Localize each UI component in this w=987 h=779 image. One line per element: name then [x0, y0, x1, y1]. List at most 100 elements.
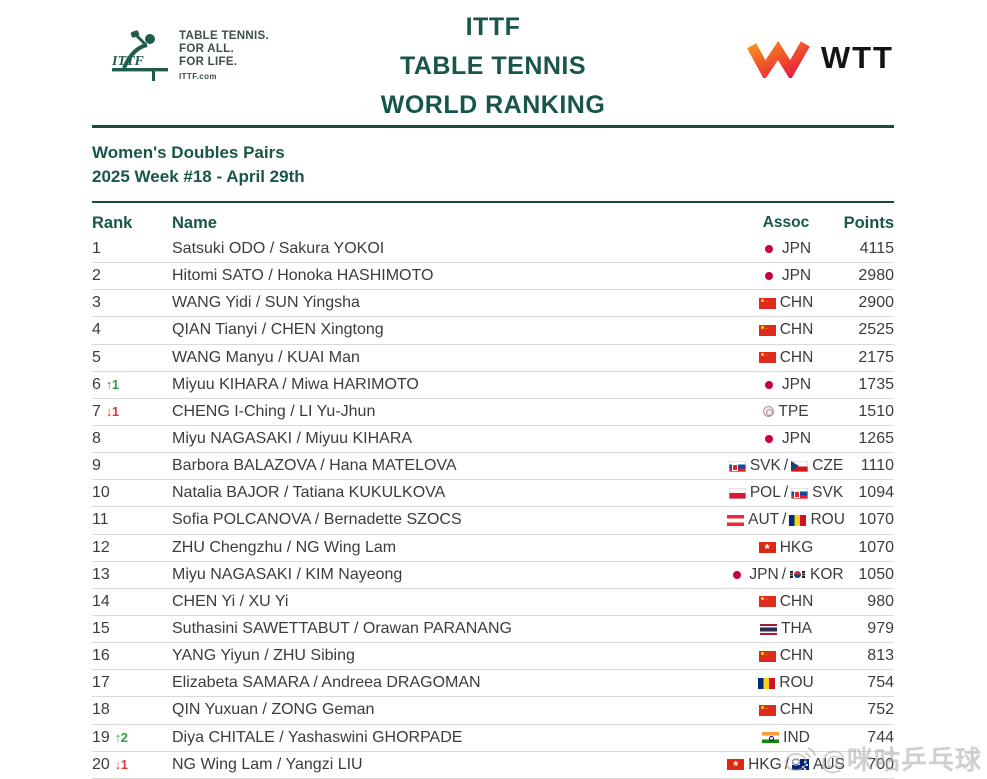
- rank-number: 19: [92, 728, 110, 746]
- rank-cell: 9: [92, 457, 172, 475]
- points-value: 1050: [858, 565, 894, 583]
- table-row: 17 Elizabeta SAMARA / Andreea DRAGOMAN ROU…: [92, 670, 894, 698]
- rank-number: 16: [92, 647, 110, 665]
- chn-flag-icon: [758, 596, 776, 608]
- rank-number: 8: [92, 430, 101, 448]
- aut-flag-icon: [727, 514, 745, 526]
- hkg-flag-icon: [727, 759, 745, 773]
- player-pair-names: Barbora BALAZOVA / Hana MATELOVA: [172, 457, 457, 475]
- assoc-code: KOR: [810, 565, 844, 583]
- assoc-cell: CHN: [736, 593, 836, 611]
- points-value: 752: [867, 701, 894, 719]
- assoc-code: CHN: [779, 592, 814, 610]
- points-value: 2900: [858, 294, 894, 312]
- header-points: Points: [843, 213, 894, 232]
- rank-number: 10: [92, 484, 110, 502]
- rou-flag-icon: [789, 514, 807, 526]
- ittf-logo: ITTF TABLE TENNIS. FOR ALL. FOR LIFE. IT…: [110, 30, 269, 82]
- cze-flag-icon: [791, 460, 809, 472]
- assoc-cell: POL / SVK: [728, 484, 843, 502]
- assoc-code: JPN: [781, 240, 812, 258]
- rank-cell: 3: [92, 294, 172, 312]
- assoc-code: HKG: [779, 538, 814, 556]
- rank-cell: 12: [92, 539, 172, 557]
- rank-cell: 18: [92, 701, 172, 719]
- jpn-flag-icon: [760, 433, 778, 445]
- ittf-player-icon: ITTF: [111, 30, 168, 81]
- assoc-cell: JPN: [736, 267, 836, 285]
- jpn-flag-icon: [728, 569, 746, 581]
- assoc-separator: /: [784, 755, 790, 773]
- rank-change-up-indicator: ↑1: [105, 377, 119, 393]
- points-value: 744: [867, 728, 894, 746]
- rank-number: 4: [92, 321, 101, 339]
- table-row: 4 QIAN Tianyi / CHEN Xingtong CHN 2525: [92, 317, 894, 345]
- assoc-code: JPN: [781, 267, 812, 285]
- svk-flag-icon: [728, 460, 746, 472]
- ittf-site-label: ITTF.com: [179, 72, 217, 81]
- wtt-wordmark: WTT: [820, 40, 894, 75]
- rank-cell: 6 ↑1: [92, 376, 172, 394]
- points-value: 1070: [858, 538, 894, 556]
- table-row: 3 WANG Yidi / SUN Yingsha CHN 2900: [92, 290, 894, 318]
- assoc-code: JPN: [781, 430, 812, 448]
- points-value: 1265: [858, 430, 894, 448]
- points-value: 1094: [858, 484, 894, 502]
- ind-flag-icon: [762, 732, 780, 744]
- assoc-cell: HKG/ AUS: [727, 755, 845, 774]
- points-value: 700: [867, 755, 894, 773]
- assoc-code: SVK: [749, 457, 781, 475]
- points-value: 1070: [858, 511, 894, 529]
- table-row: 6 ↑1 Miyuu KIHARA / Miwa HARIMOTO JPN 1735: [92, 372, 894, 399]
- header-divider: [92, 125, 894, 128]
- header-rank: Rank: [92, 213, 133, 232]
- player-pair-names: Sofia POLCANOVA / Bernadette SZOCS: [172, 511, 462, 529]
- rank-number: 3: [92, 294, 101, 312]
- player-pair-names: WANG Manyu / KUAI Man: [172, 348, 360, 366]
- rank-cell: 7 ↓1: [92, 403, 172, 421]
- assoc-cell: JPN: [736, 376, 836, 394]
- pol-flag-icon: [728, 487, 746, 499]
- player-pair-names: Miyuu KIHARA / Miwa HARIMOTO: [172, 375, 419, 393]
- assoc-code: IND: [783, 728, 810, 746]
- rank-number: 6: [92, 375, 101, 393]
- rank-cell: 10: [92, 484, 172, 502]
- title-line-1: ITTF: [465, 13, 521, 41]
- player-pair-names: Elizabeta SAMARA / Andreea DRAGOMAN: [172, 674, 481, 692]
- category-label: Women's Doubles Pairs: [92, 143, 285, 162]
- rou-flag-icon: [758, 677, 776, 689]
- points-value: 1110: [860, 457, 894, 475]
- assoc-cell: ROU: [736, 674, 836, 692]
- assoc-code: ROU: [779, 674, 814, 692]
- chn-flag-icon: [758, 650, 776, 662]
- table-row: 13 Miyu NAGASAKI / KIM Nayeong JPN / KOR 1050: [92, 562, 894, 589]
- ittf-tagline: TABLE TENNIS. FOR ALL. FOR LIFE. ITTF.co…: [179, 30, 269, 81]
- rank-cell: 1: [92, 240, 172, 258]
- tha-flag-icon: [760, 623, 777, 635]
- page-title: ITTF TABLE TENNIS WORLD RANKING: [92, 8, 894, 125]
- assoc-code: HKG: [748, 755, 782, 773]
- assoc-cell: JPN: [736, 240, 836, 258]
- player-pair-names: QIN Yuxuan / ZONG Geman: [172, 701, 375, 719]
- rank-change-down-indicator: ↓1: [114, 757, 128, 773]
- table-row: 12 ZHU Chengzhu / NG Wing Lam HKG 1070: [92, 535, 894, 562]
- chn-flag-icon: [758, 704, 776, 716]
- assoc-cell: IND: [736, 729, 836, 747]
- wtt-w-mark-icon: [747, 40, 810, 78]
- rank-number: 5: [92, 348, 101, 366]
- table-header-row: Rank Name Assoc Points: [92, 210, 894, 236]
- points-value: 2980: [858, 267, 894, 285]
- table-row: 1 Satsuki ODO / Sakura YOKOI JPN 4115: [92, 236, 894, 264]
- rank-number: 11: [92, 511, 109, 529]
- wtt-logo: WTT: [747, 38, 894, 78]
- jpn-flag-icon: [760, 379, 778, 391]
- player-pair-names: Satsuki ODO / Sakura YOKOI: [172, 240, 385, 258]
- points-value: 2525: [858, 321, 894, 339]
- rank-cell: 16: [92, 647, 172, 665]
- rank-cell: 20 ↓1: [92, 756, 172, 774]
- table-row: 15 Suthasini SAWETTABUT / Orawan PARANANG…: [92, 616, 894, 644]
- rank-number: 18: [92, 701, 110, 719]
- aus-flag-icon: [792, 759, 810, 771]
